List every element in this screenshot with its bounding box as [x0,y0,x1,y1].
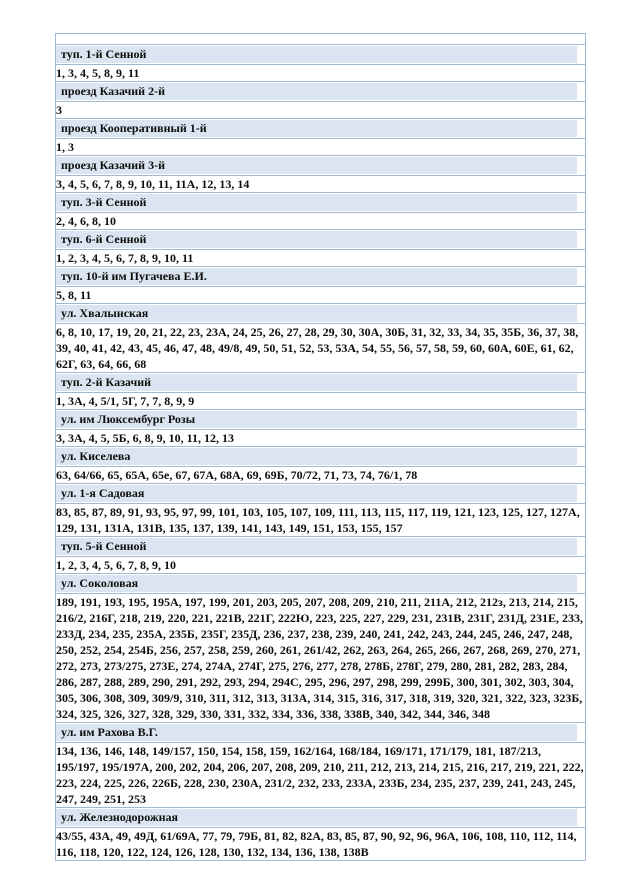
street-name-cell: туп. 10-й им Пугачева Е.И. [55,266,586,287]
street-name-label: ул. им Рахова В.Г. [56,724,577,741]
street-name-label: туп. 10-й им Пугачева Е.И. [56,268,577,285]
house-numbers-cell: 1, 3, 4, 5, 8, 9, 11 [55,64,586,82]
street-name-row: туп. 2-й Казачий [55,372,586,393]
street-name-row: ул. им Рахова В.Г. [55,722,586,743]
street-name-label: ул. Железнодорожная [56,809,577,826]
house-numbers-cell: 189, 191, 193, 195, 195А, 197, 199, 201,… [55,593,586,723]
house-numbers-row: 134, 136, 146, 148, 149/157, 150, 154, 1… [55,742,586,808]
street-name-cell: ул. им Люксембург Розы [55,409,586,430]
street-name-cell: туп. 1-й Сенной [55,44,586,65]
street-name-cell: проезд Казачий 2-й [55,81,586,102]
street-name-label: туп. 6-й Сенной [56,231,577,248]
house-numbers-row: 189, 191, 193, 195, 195А, 197, 199, 201,… [55,593,586,723]
house-numbers-cell: 1, 3 [55,138,586,156]
street-name-label: ул. Хвалынская [56,305,577,322]
house-numbers-row: 1, 2, 3, 4, 5, 6, 7, 8, 9, 10 [55,556,586,574]
street-name-row: туп. 3-й Сенной [55,192,586,213]
street-name-label: туп. 1-й Сенной [56,46,577,63]
house-numbers-cell: 5, 8, 11 [55,286,586,304]
street-name-row: ул. Хвалынская [55,303,586,324]
street-name-row: ул. Киселева [55,446,586,467]
address-table: туп. 1-й Сенной 1, 3, 4, 5, 8, 9, 11 проез… [55,33,586,861]
street-name-row: туп. 6-й Сенной [55,229,586,250]
street-name-row: ул. Соколовая [55,573,586,594]
street-name-cell: ул. им Рахова В.Г. [55,722,586,743]
house-numbers-row: 63, 64/66, 65, 65А, 65е, 67, 67А, 68А, 6… [55,466,586,484]
street-name-label: проезд Кооперативный 1-й [56,120,577,137]
house-numbers-cell: 63, 64/66, 65, 65А, 65е, 67, 67А, 68А, 6… [55,466,586,484]
street-name-cell: проезд Кооперативный 1-й [55,118,586,139]
street-name-label: проезд Казачий 3-й [56,157,577,174]
street-name-label: туп. 3-й Сенной [56,194,577,211]
address-table-body: туп. 1-й Сенной 1, 3, 4, 5, 8, 9, 11 проез… [55,33,586,861]
street-name-cell: ул. Киселева [55,446,586,467]
street-name-cell: ул. Железнодорожная [55,807,586,828]
house-numbers-cell: 1, 3А, 4, 5/1, 5Г, 7, 7, 8, 9, 9 [55,392,586,410]
house-numbers-cell: 1, 2, 3, 4, 5, 6, 7, 8, 9, 10, 11 [55,249,586,267]
house-numbers-row: 6, 8, 10, 17, 19, 20, 21, 22, 23, 23А, 2… [55,323,586,373]
house-numbers-cell: 6, 8, 10, 17, 19, 20, 21, 22, 23, 23А, 2… [55,323,586,373]
street-name-row: ул. 1-я Садовая [55,483,586,504]
house-numbers-cell: 3, 4, 5, 6, 7, 8, 9, 10, 11, 11А, 12, 13… [55,175,586,193]
street-name-cell: туп. 3-й Сенной [55,192,586,213]
street-name-label: ул. Соколовая [56,575,577,592]
street-name-label: проезд Казачий 2-й [56,83,577,100]
house-numbers-row: 1, 3А, 4, 5/1, 5Г, 7, 7, 8, 9, 9 [55,392,586,410]
street-name-row: проезд Казачий 3-й [55,155,586,176]
street-name-cell: туп. 6-й Сенной [55,229,586,250]
street-name-row: ул. им Люксембург Розы [55,409,586,430]
street-name-row: ул. Железнодорожная [55,807,586,828]
house-numbers-row: 1, 3 [55,138,586,156]
house-numbers-row: 1, 2, 3, 4, 5, 6, 7, 8, 9, 10, 11 [55,249,586,267]
street-name-row: туп. 1-й Сенной [55,44,586,65]
street-name-label: туп. 2-й Казачий [56,374,577,391]
street-name-row: проезд Казачий 2-й [55,81,586,102]
continued-row [55,33,586,45]
house-numbers-row: 5, 8, 11 [55,286,586,304]
street-name-label: ул. им Люксембург Розы [56,411,577,428]
house-numbers-row: 3, 4, 5, 6, 7, 8, 9, 10, 11, 11А, 12, 13… [55,175,586,193]
house-numbers-cell: 83, 85, 87, 89, 91, 93, 95, 97, 99, 101,… [55,503,586,537]
house-numbers-row: 83, 85, 87, 89, 91, 93, 95, 97, 99, 101,… [55,503,586,537]
street-name-row: проезд Кооперативный 1-й [55,118,586,139]
street-name-cell: ул. Хвалынская [55,303,586,324]
street-name-row: туп. 10-й им Пугачева Е.И. [55,266,586,287]
street-name-cell: ул. 1-я Садовая [55,483,586,504]
house-numbers-cell: 2, 4, 6, 8, 10 [55,212,586,230]
street-name-cell: проезд Казачий 3-й [55,155,586,176]
house-numbers-cell: 43/55, 43А, 49, 49Д, 61/69А, 77, 79, 79Б… [55,827,586,861]
street-name-cell: ул. Соколовая [55,573,586,594]
continued-row-cell [55,33,586,45]
house-numbers-cell: 1, 2, 3, 4, 5, 6, 7, 8, 9, 10 [55,556,586,574]
house-numbers-row: 43/55, 43А, 49, 49Д, 61/69А, 77, 79, 79Б… [55,827,586,861]
house-numbers-cell: 3, 3А, 4, 5, 5Б, 6, 8, 9, 10, 11, 12, 13 [55,429,586,447]
house-numbers-row: 1, 3, 4, 5, 8, 9, 11 [55,64,586,82]
house-numbers-row: 2, 4, 6, 8, 10 [55,212,586,230]
house-numbers-row: 3 [55,101,586,119]
house-numbers-cell: 3 [55,101,586,119]
street-name-label: ул. Киселева [56,448,577,465]
street-name-label: ул. 1-я Садовая [56,485,577,502]
house-numbers-row: 3, 3А, 4, 5, 5Б, 6, 8, 9, 10, 11, 12, 13 [55,429,586,447]
street-name-label: туп. 5-й Сенной [56,538,577,555]
street-name-cell: туп. 5-й Сенной [55,536,586,557]
house-numbers-cell: 134, 136, 146, 148, 149/157, 150, 154, 1… [55,742,586,808]
street-name-row: туп. 5-й Сенной [55,536,586,557]
street-name-cell: туп. 2-й Казачий [55,372,586,393]
